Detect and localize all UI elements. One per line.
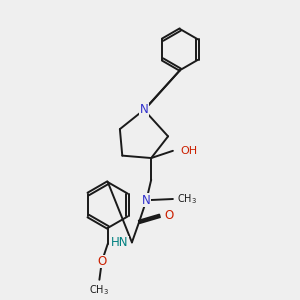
Text: CH$_3$: CH$_3$ xyxy=(176,192,196,206)
Text: N: N xyxy=(142,194,151,207)
Text: O: O xyxy=(164,209,174,222)
Text: O: O xyxy=(97,255,106,268)
Text: CH$_3$: CH$_3$ xyxy=(89,284,110,297)
Text: N: N xyxy=(140,103,148,116)
Text: OH: OH xyxy=(180,146,197,156)
Text: HN: HN xyxy=(111,236,128,249)
